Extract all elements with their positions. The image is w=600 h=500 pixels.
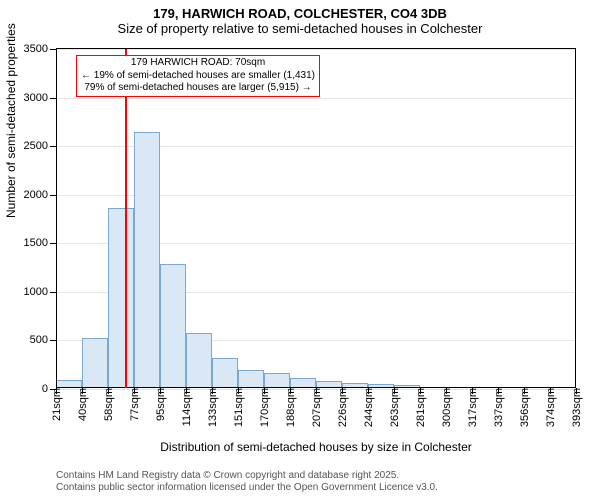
x-tick-label: 244sqm xyxy=(361,388,375,427)
x-axis xyxy=(56,387,575,388)
x-tick-label: 170sqm xyxy=(257,388,271,427)
x-tick-label: 95sqm xyxy=(153,388,167,421)
annotation-box: 179 HARWICH ROAD: 70sqm← 19% of semi-det… xyxy=(76,55,320,97)
x-tick-label: 114sqm xyxy=(179,388,193,426)
x-tick-label: 133sqm xyxy=(205,388,219,427)
histogram-bar xyxy=(82,338,108,389)
y-tick-label: 3000 xyxy=(24,92,56,104)
annotation-line2: ← 19% of semi-detached houses are smalle… xyxy=(81,70,315,83)
y-axis xyxy=(56,49,57,388)
footer-line2: Contains public sector information licen… xyxy=(56,482,438,494)
x-tick-label: 207sqm xyxy=(309,388,323,427)
x-tick-label: 40sqm xyxy=(75,388,89,421)
gridline xyxy=(56,49,575,50)
x-tick-label: 21sqm xyxy=(49,388,63,421)
y-tick-label: 2500 xyxy=(24,140,56,152)
histogram-bar xyxy=(238,370,264,388)
gridline xyxy=(56,98,575,99)
x-axis-title: Distribution of semi-detached houses by … xyxy=(56,440,576,454)
histogram-bar xyxy=(212,358,238,388)
histogram-bar xyxy=(264,373,290,388)
x-tick-label: 317sqm xyxy=(465,388,479,427)
x-tick-label: 188sqm xyxy=(283,388,297,427)
chart-title-line2: Size of property relative to semi-detach… xyxy=(0,21,600,36)
histogram-bar xyxy=(186,333,212,388)
x-tick-label: 58sqm xyxy=(101,388,115,421)
y-tick-label: 1500 xyxy=(24,237,56,249)
x-tick-label: 356sqm xyxy=(517,388,531,427)
x-tick-label: 374sqm xyxy=(543,388,557,427)
attribution-footer: Contains HM Land Registry data © Crown c… xyxy=(56,470,438,494)
y-tick-label: 3500 xyxy=(24,43,56,55)
y-axis-title: Number of semi-detached properties xyxy=(4,23,18,218)
histogram-bar xyxy=(134,132,160,388)
footer-line1: Contains HM Land Registry data © Crown c… xyxy=(56,470,438,482)
chart-title-line1: 179, HARWICH ROAD, COLCHESTER, CO4 3DB xyxy=(0,6,600,21)
x-tick-label: 151sqm xyxy=(231,388,245,427)
x-tick-label: 337sqm xyxy=(491,388,505,427)
histogram-bar xyxy=(108,208,134,388)
x-tick-label: 281sqm xyxy=(413,388,427,427)
x-tick-label: 393sqm xyxy=(569,388,583,427)
chart-plot-area: 050010001500200025003000350021sqm40sqm58… xyxy=(56,48,576,388)
property-marker-line xyxy=(125,49,127,388)
annotation-line1: 179 HARWICH ROAD: 70sqm xyxy=(81,57,315,70)
y-tick-label: 2000 xyxy=(24,189,56,201)
annotation-line3: 79% of semi-detached houses are larger (… xyxy=(81,82,315,95)
x-tick-label: 77sqm xyxy=(127,388,141,421)
x-tick-label: 226sqm xyxy=(335,388,349,427)
y-tick-label: 1000 xyxy=(24,286,56,298)
x-tick-label: 263sqm xyxy=(387,388,401,427)
histogram-bar xyxy=(160,264,186,388)
y-tick-label: 500 xyxy=(30,334,56,346)
x-tick-label: 300sqm xyxy=(439,388,453,427)
